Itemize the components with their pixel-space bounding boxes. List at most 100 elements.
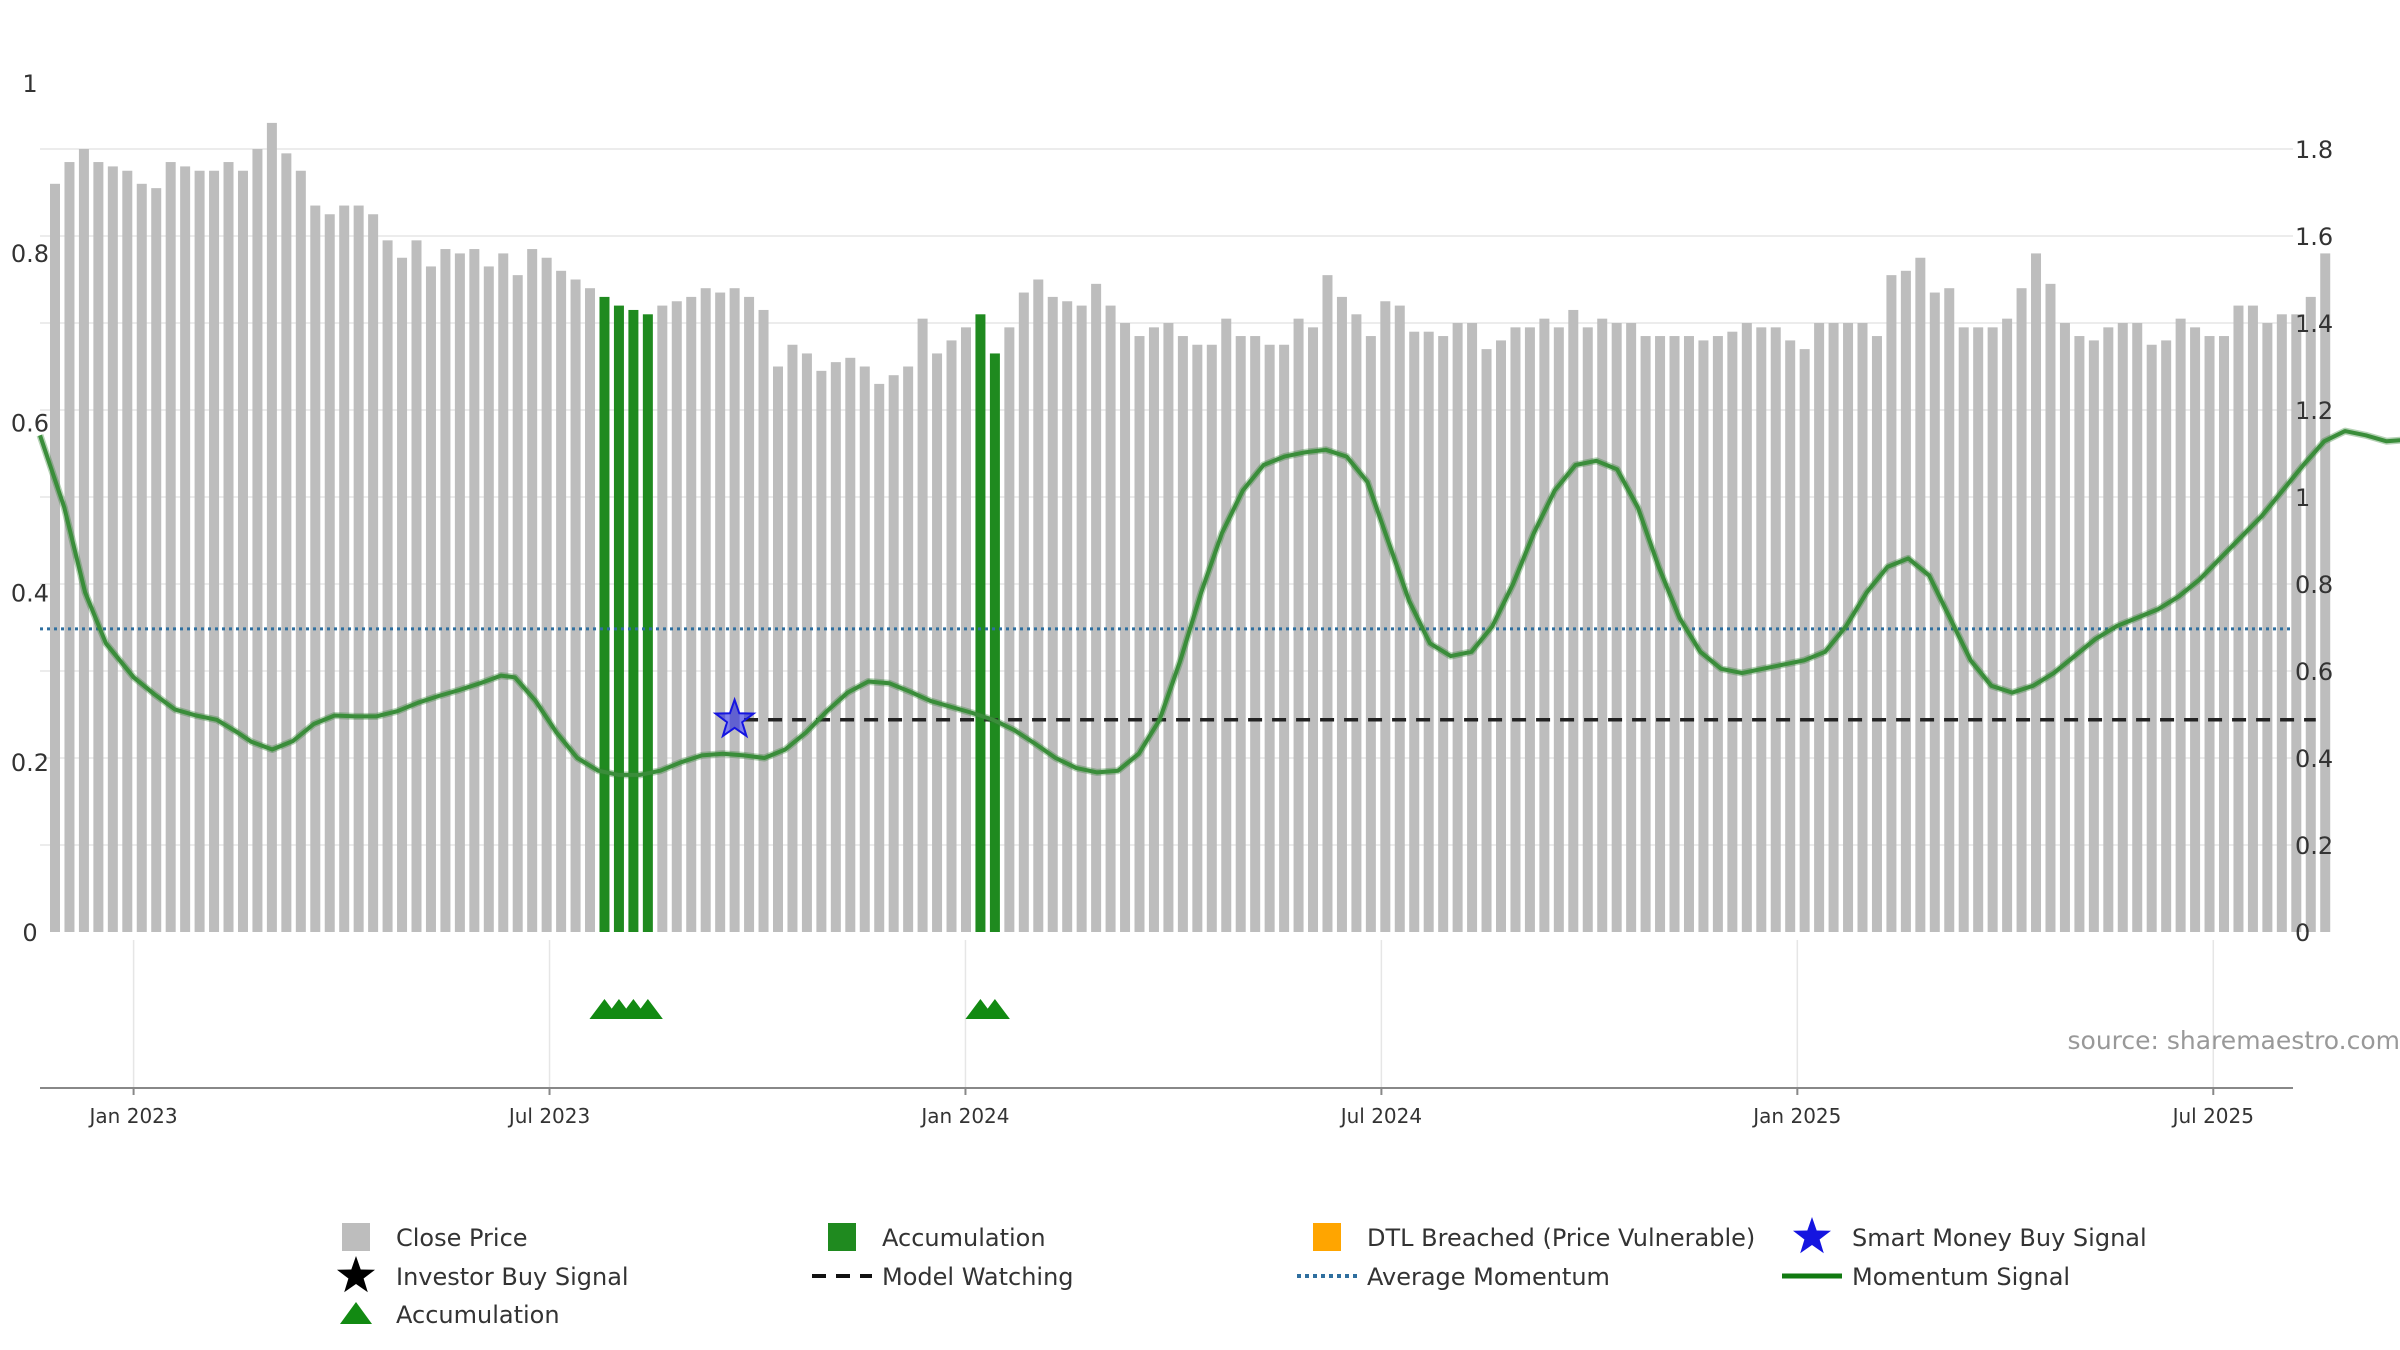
- left-tick-label: 0.8: [11, 240, 49, 268]
- close-price-bar: [686, 296, 697, 932]
- close-price-bar: [1958, 327, 1969, 933]
- accumulation-bar: [975, 314, 986, 932]
- close-price-bar: [1655, 336, 1666, 932]
- close-price-bar: [2247, 305, 2258, 933]
- close-price-bar: [1727, 331, 1738, 932]
- close-price-bar: [2276, 314, 2287, 932]
- legend-swatch: [828, 1223, 856, 1251]
- right-y-axis: 0 0.2 0.4 0.6 0.8 1 1.2 1.4 1.6 1.8: [2295, 136, 2333, 947]
- close-price-bar: [1076, 305, 1087, 933]
- close-price-bar: [1539, 318, 1550, 932]
- smart-money-buy-signal: [712, 696, 757, 739]
- close-price-bar: [209, 170, 220, 932]
- close-price-bar: [1423, 331, 1434, 932]
- close-price-bar: [1380, 301, 1391, 932]
- legend-swatch: [1313, 1223, 1341, 1251]
- close-price-bar: [1004, 327, 1015, 933]
- close-price-bar: [541, 257, 552, 932]
- close-price-bar: [425, 266, 436, 932]
- close-price-bar: [2045, 283, 2056, 933]
- legend-item-accumulation_marker: Accumulation: [340, 1301, 560, 1329]
- close-price-bar: [107, 166, 118, 932]
- close-price-bar: [78, 149, 89, 932]
- legend-label: Smart Money Buy Signal: [1852, 1224, 2147, 1252]
- legend-item-investor: Investor Buy Signal: [337, 1256, 629, 1293]
- close-price-bar: [2190, 327, 2201, 933]
- right-tick-label: 1.2: [2295, 397, 2333, 425]
- right-tick-label: 1: [2295, 484, 2310, 512]
- legend-label: Close Price: [396, 1224, 528, 1252]
- close-price-bar: [1597, 318, 1608, 932]
- close-price-bar: [2088, 340, 2099, 932]
- accumulation-marker: [632, 999, 663, 1019]
- left-y-axis: 0 0.2 0.4 0.6 0.8 1: [11, 70, 49, 947]
- close-price-bar: [1409, 331, 1420, 932]
- close-price-bar: [903, 366, 914, 932]
- close-price-bar: [917, 318, 928, 932]
- close-price-bar: [1712, 336, 1723, 932]
- close-price-bar: [411, 240, 422, 933]
- left-tick-label: 1: [22, 70, 37, 98]
- close-price-bar: [1047, 296, 1058, 932]
- legend-item-dtl: DTL Breached (Price Vulnerable): [1313, 1223, 1755, 1252]
- close-price-bar: [1871, 336, 1882, 932]
- close-price-bar: [397, 257, 408, 932]
- close-price-bar: [1308, 327, 1319, 933]
- close-price-bar: [194, 170, 205, 932]
- accumulation-bar: [628, 309, 639, 932]
- close-price-bar: [2031, 253, 2042, 932]
- close-price-bar: [1018, 292, 1029, 932]
- accumulation-markers: [589, 999, 1010, 1019]
- close-price-bar: [2305, 296, 2316, 932]
- legend-label: Accumulation: [882, 1224, 1046, 1252]
- x-tick-label: Jul 2024: [1339, 1104, 1422, 1128]
- close-price-bar: [1452, 323, 1463, 932]
- close-price-bar: [1206, 344, 1217, 932]
- right-tick-label: 0.6: [2295, 658, 2333, 686]
- close-price-bar: [1669, 336, 1680, 932]
- momentum-signal: [38, 429, 2400, 777]
- close-price-bar: [1438, 336, 1449, 932]
- close-price-bar: [874, 383, 885, 932]
- close-price-bar: [2219, 336, 2229, 932]
- legend-swatch: [1793, 1217, 1831, 1254]
- accumulation-bar: [642, 314, 653, 932]
- close-price-bar: [1987, 327, 1998, 933]
- close-price-bar: [2117, 323, 2128, 932]
- close-price-bar: [1568, 309, 1579, 932]
- close-price-bar: [93, 162, 104, 933]
- close-price-bar: [324, 214, 335, 932]
- close-price-bar: [1033, 279, 1044, 932]
- close-price-bar: [1279, 344, 1290, 932]
- close-price-bar: [295, 170, 306, 932]
- close-price-bar: [1886, 275, 1897, 932]
- close-price-bar: [1091, 283, 1102, 933]
- close-price-bar: [830, 362, 841, 932]
- close-price-bar: [498, 253, 509, 932]
- close-price-bar: [2132, 323, 2143, 932]
- close-price-bar: [1496, 340, 1506, 932]
- close-price-bar: [1929, 292, 1940, 932]
- accumulation-bar: [989, 353, 1000, 932]
- legend-label: Momentum Signal: [1852, 1263, 2070, 1291]
- close-price-bar: [1250, 336, 1261, 932]
- close-price-bar: [237, 170, 248, 932]
- close-price-bar: [816, 370, 827, 933]
- x-tick-label: Jul 2025: [2171, 1104, 2254, 1128]
- right-tick-label: 1.6: [2295, 223, 2333, 251]
- close-price-bar: [2175, 318, 2186, 932]
- close-price-bar: [801, 353, 812, 932]
- close-price-bar: [1351, 314, 1362, 932]
- right-tick-label: 0.4: [2295, 745, 2333, 773]
- close-price-bar: [2016, 288, 2027, 932]
- close-price-bar: [1640, 336, 1651, 932]
- close-price-bar: [527, 249, 538, 933]
- signal-markers: [712, 696, 757, 739]
- close-price-bar: [1915, 257, 1926, 932]
- close-price-bar: [339, 205, 350, 933]
- close-price-bar: [1756, 327, 1767, 933]
- close-price-bar: [845, 357, 856, 932]
- close-price-bar: [64, 162, 75, 933]
- legend-label: Model Watching: [882, 1263, 1074, 1291]
